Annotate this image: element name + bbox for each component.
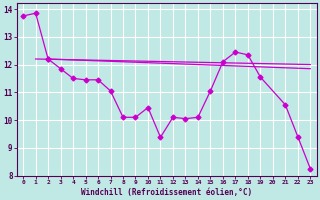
X-axis label: Windchill (Refroidissement éolien,°C): Windchill (Refroidissement éolien,°C) — [81, 188, 252, 197]
